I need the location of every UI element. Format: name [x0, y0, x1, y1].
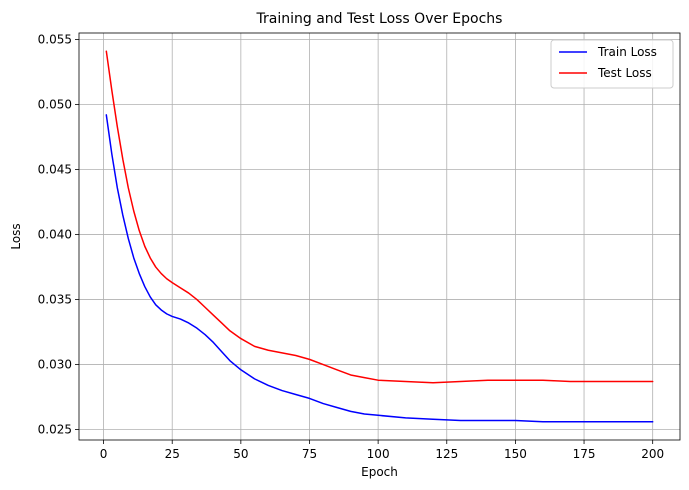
series-line-train-loss [105, 114, 654, 423]
y-tick-label: 0.050 [38, 98, 72, 112]
y-tick-label: 0.030 [38, 358, 72, 372]
y-tick-label: 0.055 [38, 33, 72, 47]
y-tick-label: 0.045 [38, 163, 72, 177]
x-tick-label: 175 [573, 447, 596, 461]
x-tick-label: 200 [641, 447, 664, 461]
x-tick-label: 50 [233, 447, 248, 461]
grid [79, 33, 680, 440]
x-tick-label: 100 [367, 447, 390, 461]
x-tick-label: 150 [504, 447, 527, 461]
plot-frame [78, 32, 681, 441]
x-tick-label: 0 [100, 447, 108, 461]
x-tick-label: 25 [165, 447, 180, 461]
legend: Train Loss Test Loss [550, 39, 674, 89]
x-tick-label: 75 [302, 447, 317, 461]
x-tick-label: 125 [435, 447, 458, 461]
y-tick-label: 0.035 [38, 293, 72, 307]
x-axis-label: Epoch [361, 465, 398, 479]
legend-label-train-loss: Train Loss [597, 45, 657, 59]
y-tick-label: 0.025 [38, 423, 72, 437]
series-layer [105, 50, 654, 423]
chart-title: Training and Test Loss Over Epochs [256, 11, 503, 27]
legend-label-test-loss: Test Loss [597, 66, 652, 80]
y-tick-label: 0.040 [38, 228, 72, 242]
series-line-test-loss [105, 50, 654, 384]
axis-ticks: 0 25 50 75 100 125 150 175 200 0.025 0.030 0.035 0.0… [38, 33, 664, 461]
y-axis-label: Loss [9, 223, 23, 249]
